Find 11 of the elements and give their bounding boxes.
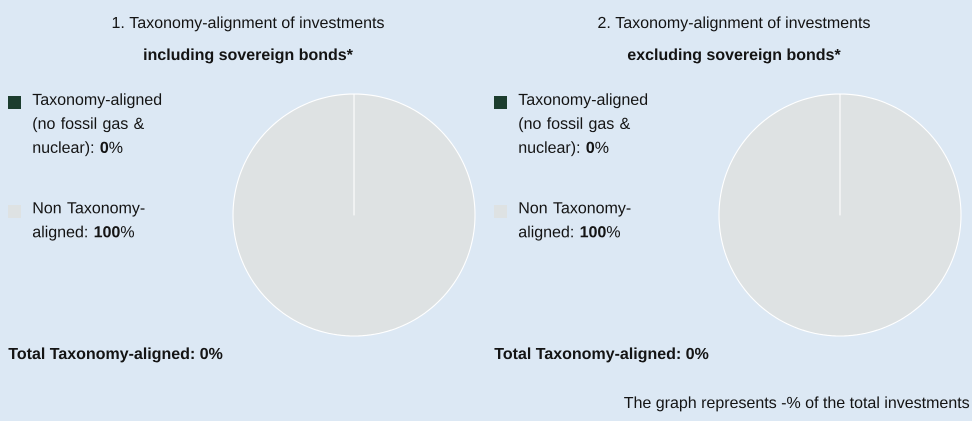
legend-label: Taxonomy-aligned (no fossil gas & nuclear): 0% [32, 93, 162, 156]
text: Total Taxonomy-aligned: 0% [8, 347, 222, 362]
legend-label: Non Taxonomy-aligned: 100% [518, 202, 630, 241]
chart-title: 1. Taxonomy-alignment of investments [112, 16, 384, 32]
chart-title: 2. Taxonomy-alignment of investments [598, 16, 870, 32]
text: Total Taxonomy-aligned: 0% [494, 347, 708, 362]
chart-subtitle: including sovereign bonds* [144, 48, 353, 64]
legend-label: Non Taxonomy-aligned: 100% [32, 202, 144, 241]
legend-label: Taxonomy-aligned (no fossil gas & nuclear): 0% [518, 93, 648, 156]
chart-subtitle: excluding sovereign bonds* [628, 48, 841, 64]
text: The graph represents -% of the total investments [624, 396, 970, 412]
